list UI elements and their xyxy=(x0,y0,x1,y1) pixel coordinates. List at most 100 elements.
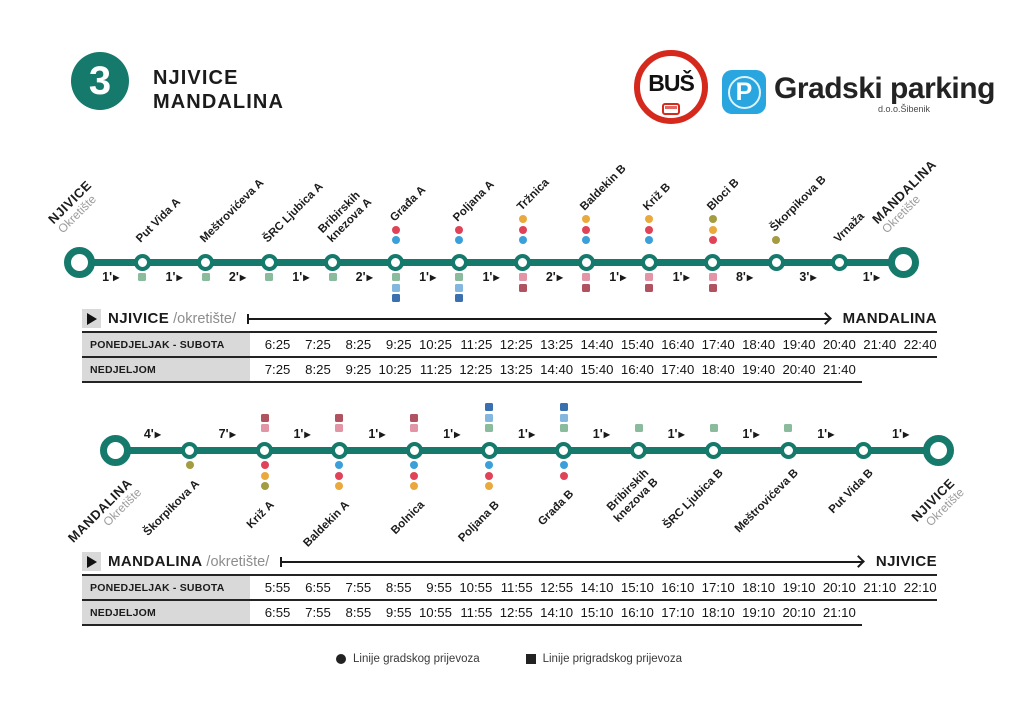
time-arrow-icon: ▶ xyxy=(528,429,536,439)
day-label: PONEDJELJAK - SUBOTA xyxy=(82,333,250,356)
departure-time: 9:55 xyxy=(385,605,412,620)
departure-time: 9:25 xyxy=(385,337,412,352)
stop-label: ŠRC Ljubica B xyxy=(661,467,727,532)
stop-label: Baldekin A xyxy=(301,498,352,550)
suburban-line-square-darkred xyxy=(582,283,591,292)
departure-time: 14:40 xyxy=(580,337,614,352)
stop-marker xyxy=(630,441,648,459)
suburban-line-square-green xyxy=(455,273,464,281)
timetable-destination: MANDALINA xyxy=(842,310,937,327)
stop-marker xyxy=(704,253,722,271)
time-arrow-icon: ▶ xyxy=(454,429,461,439)
departure-time: 20:40 xyxy=(822,337,856,352)
stop-label: MANDALINA Okretište xyxy=(64,475,145,546)
departure-time: 10:25 xyxy=(378,362,412,377)
stop-marker xyxy=(767,253,785,271)
suburban-line-square-lightblue xyxy=(485,413,494,422)
city-line-dot-red xyxy=(391,225,400,234)
suburban-line-square-green xyxy=(559,424,568,432)
timetable-origin-sub: /okretište/ xyxy=(206,553,270,570)
departure-time: 6:25 xyxy=(264,337,291,352)
travel-time-label: 1'▶ xyxy=(609,270,627,284)
departure-time: 8:25 xyxy=(345,337,372,352)
city-line-dot-blue xyxy=(518,236,527,244)
stop-marker xyxy=(405,441,423,459)
suburban-line-square-pink xyxy=(582,273,591,281)
departure-time: 15:40 xyxy=(580,362,614,377)
route-title-destination: MANDALINA xyxy=(153,91,284,113)
departure-time: 11:55 xyxy=(500,580,533,595)
departure-time: 20:40 xyxy=(782,362,816,377)
timetable-header: MANDALINA /okretište/ NJIVICE xyxy=(82,549,937,576)
time-arrow-icon: ▶ xyxy=(430,272,437,282)
departure-time: 19:40 xyxy=(782,337,816,352)
departure-time: 8:25 xyxy=(305,362,331,377)
city-line-dot-yellow xyxy=(518,215,527,223)
suburban-line-square-darkblue xyxy=(559,403,568,411)
stop-marker xyxy=(330,441,348,459)
departure-time: 9:25 xyxy=(345,362,372,377)
time-arrow-icon: ▶ xyxy=(556,272,563,282)
stop-label: NJIVICE Okretište xyxy=(908,475,968,530)
bus-icon xyxy=(662,103,680,115)
city-line-dot-red xyxy=(410,471,419,480)
parking-logo-name: Gradski parking xyxy=(774,72,995,105)
city-line-dot-yellow xyxy=(582,215,591,223)
city-line-dot-blue xyxy=(335,461,344,469)
suburban-line-square-pink xyxy=(335,424,344,432)
city-line-dot-blue xyxy=(559,461,568,469)
city-line-dot-yellow xyxy=(335,482,344,490)
stop-label: Poljana B xyxy=(456,498,502,545)
timetable-origin: MANDALINA xyxy=(108,553,203,570)
stop-marker xyxy=(256,441,274,459)
departure-time: 13:25 xyxy=(499,362,533,377)
departure-time: 16:40 xyxy=(661,337,695,352)
time-arrow-icon: ▶ xyxy=(620,272,627,282)
suburban-line-square-green xyxy=(391,273,400,281)
city-line-dot-yellow xyxy=(645,215,654,223)
travel-time-label: 1'▶ xyxy=(592,427,610,441)
departure-time: 7:25 xyxy=(264,362,291,377)
row-underline xyxy=(82,381,862,383)
travel-time-label: 1'▶ xyxy=(672,270,690,284)
stop-marker xyxy=(480,441,498,459)
departure-time: 21:10 xyxy=(863,580,897,595)
stop-label: Križ A xyxy=(245,498,278,531)
stop-marker xyxy=(181,441,199,459)
time-arrow-icon: ▶ xyxy=(303,272,310,282)
time-arrow-icon: ▶ xyxy=(873,272,880,282)
departure-time: 15:10 xyxy=(620,580,654,595)
suburban-line-square-green xyxy=(201,273,210,281)
time-arrow-icon: ▶ xyxy=(746,272,754,282)
city-line-dot-red xyxy=(455,225,464,234)
timetable-origin-sub: /okretište/ xyxy=(173,310,237,327)
stop-marker xyxy=(324,253,342,271)
suburban-line-square-darkblue xyxy=(391,294,400,302)
stop-marker xyxy=(555,441,573,459)
travel-time-label: 1'▶ xyxy=(443,427,461,441)
suburban-line-square-icon xyxy=(525,654,536,664)
terminal-stop-marker xyxy=(63,246,95,278)
travel-time-label: 1'▶ xyxy=(102,270,120,284)
stop-label: Škorpikova A xyxy=(141,477,203,538)
stop-marker xyxy=(831,253,849,271)
departure-time: 14:40 xyxy=(540,362,574,377)
departure-time: 12:25 xyxy=(459,362,493,377)
stop-marker xyxy=(640,253,658,271)
departure-time: 16:40 xyxy=(620,362,654,377)
stop-marker xyxy=(450,253,468,271)
suburban-line-square-green xyxy=(265,273,274,281)
stop-label: Građa B xyxy=(536,488,577,529)
route-title-origin: NJIVICE xyxy=(153,67,239,89)
suburban-line-square-green xyxy=(138,273,147,281)
suburban-line-square-darkblue xyxy=(455,294,464,302)
departure-time: 21:10 xyxy=(822,605,856,620)
stop-marker xyxy=(260,253,278,271)
direction-arrow xyxy=(280,556,863,567)
time-arrow-icon: ▶ xyxy=(753,429,760,439)
travel-time-label: 1'▶ xyxy=(165,270,183,284)
parking-logo-icon: P xyxy=(722,70,766,114)
departure-time: 18:40 xyxy=(701,362,735,377)
time-arrow-icon: ▶ xyxy=(176,272,183,282)
